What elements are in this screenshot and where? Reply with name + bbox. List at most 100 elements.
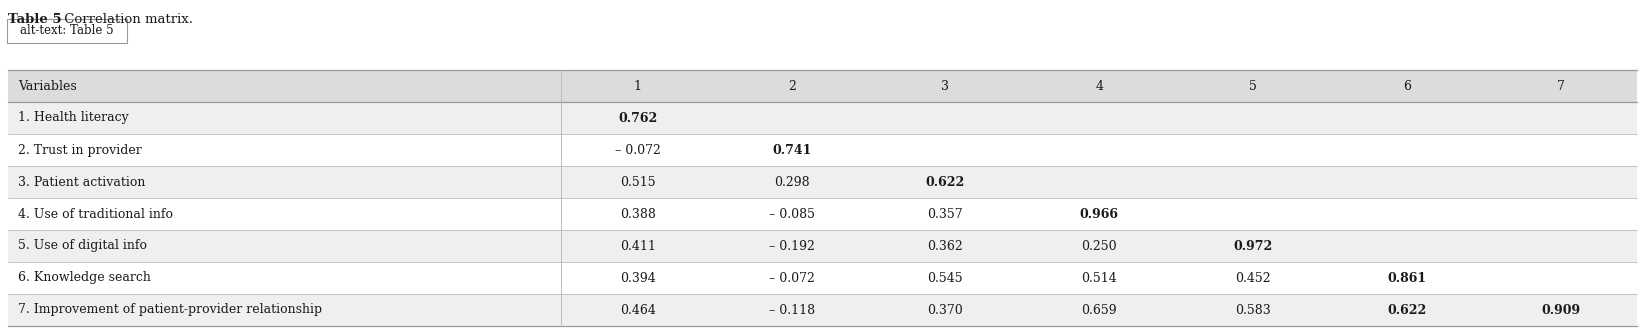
Bar <box>1483 230 1637 262</box>
Bar <box>562 198 715 230</box>
Bar <box>869 230 1023 262</box>
Text: Table 5: Table 5 <box>8 13 61 26</box>
Bar <box>1483 294 1637 326</box>
Text: 0.909: 0.909 <box>1541 304 1579 316</box>
Text: Correlation matrix.: Correlation matrix. <box>59 13 193 26</box>
Bar <box>715 166 869 198</box>
Bar <box>8 70 562 102</box>
Text: 0.452: 0.452 <box>1236 272 1270 284</box>
Bar <box>1483 102 1637 134</box>
Bar <box>8 198 562 230</box>
Bar <box>715 102 869 134</box>
Text: 0.659: 0.659 <box>1082 304 1117 316</box>
Text: 0.394: 0.394 <box>620 272 656 284</box>
Bar <box>562 166 715 198</box>
Bar <box>715 230 869 262</box>
Bar <box>562 294 715 326</box>
Text: 0.464: 0.464 <box>620 304 656 316</box>
Text: 0.545: 0.545 <box>928 272 963 284</box>
Bar <box>1023 262 1176 294</box>
Text: 4. Use of traditional info: 4. Use of traditional info <box>18 208 173 220</box>
Bar <box>869 262 1023 294</box>
Text: 3: 3 <box>942 80 950 92</box>
Text: 0.583: 0.583 <box>1236 304 1270 316</box>
Bar <box>1023 166 1176 198</box>
Bar <box>1176 102 1330 134</box>
Bar <box>8 262 562 294</box>
Text: 2. Trust in provider: 2. Trust in provider <box>18 144 142 156</box>
Text: 5. Use of digital info: 5. Use of digital info <box>18 240 147 252</box>
Bar <box>1023 230 1176 262</box>
Text: 3. Patient activation: 3. Patient activation <box>18 176 145 188</box>
Text: 0.250: 0.250 <box>1082 240 1117 252</box>
Text: alt-text: Table 5: alt-text: Table 5 <box>20 24 114 38</box>
Text: 4: 4 <box>1095 80 1104 92</box>
Bar <box>715 198 869 230</box>
Text: 1. Health literacy: 1. Health literacy <box>18 112 129 124</box>
Text: 7. Improvement of patient-provider relationship: 7. Improvement of patient-provider relat… <box>18 304 322 316</box>
Bar <box>1176 294 1330 326</box>
Text: Variables: Variables <box>18 80 76 92</box>
Bar <box>8 230 562 262</box>
Text: – 0.118: – 0.118 <box>768 304 814 316</box>
Bar <box>1483 262 1637 294</box>
Bar <box>1176 262 1330 294</box>
Bar <box>869 102 1023 134</box>
Text: 1: 1 <box>634 80 643 92</box>
Text: 0.514: 0.514 <box>1082 272 1117 284</box>
Bar <box>8 134 562 166</box>
Bar <box>869 166 1023 198</box>
Bar <box>1330 198 1483 230</box>
Bar <box>1330 102 1483 134</box>
Bar <box>1023 134 1176 166</box>
Bar <box>715 294 869 326</box>
FancyBboxPatch shape <box>7 19 127 43</box>
Text: 0.966: 0.966 <box>1080 208 1118 220</box>
Bar <box>1330 70 1483 102</box>
Bar <box>1483 70 1637 102</box>
Text: 0.298: 0.298 <box>773 176 809 188</box>
Text: 5: 5 <box>1249 80 1257 92</box>
Text: 7: 7 <box>1556 80 1564 92</box>
Text: 0.411: 0.411 <box>620 240 656 252</box>
Bar <box>1330 166 1483 198</box>
Text: 0.370: 0.370 <box>927 304 963 316</box>
Bar <box>715 262 869 294</box>
Text: – 0.085: – 0.085 <box>768 208 814 220</box>
Text: 6. Knowledge search: 6. Knowledge search <box>18 272 150 284</box>
Bar <box>8 166 562 198</box>
Bar <box>869 294 1023 326</box>
Bar <box>562 102 715 134</box>
Bar <box>1176 230 1330 262</box>
Bar <box>1330 230 1483 262</box>
Text: 6: 6 <box>1403 80 1411 92</box>
Text: – 0.072: – 0.072 <box>615 144 661 156</box>
Text: 0.362: 0.362 <box>927 240 963 252</box>
Bar <box>562 134 715 166</box>
Bar <box>715 70 869 102</box>
Bar <box>562 70 715 102</box>
Text: 0.515: 0.515 <box>620 176 656 188</box>
Text: 0.762: 0.762 <box>618 112 657 124</box>
Text: 0.741: 0.741 <box>771 144 811 156</box>
Bar <box>1023 294 1176 326</box>
Bar <box>1176 70 1330 102</box>
Bar <box>1483 166 1637 198</box>
Text: 0.357: 0.357 <box>928 208 963 220</box>
Bar <box>1483 134 1637 166</box>
Bar <box>869 198 1023 230</box>
Text: – 0.072: – 0.072 <box>768 272 814 284</box>
Bar <box>1023 70 1176 102</box>
Text: 0.622: 0.622 <box>925 176 965 188</box>
Bar <box>1023 198 1176 230</box>
Text: 0.972: 0.972 <box>1234 240 1272 252</box>
Bar <box>562 262 715 294</box>
Text: 2: 2 <box>788 80 796 92</box>
Bar <box>1483 198 1637 230</box>
Text: 0.622: 0.622 <box>1388 304 1426 316</box>
Bar <box>1176 166 1330 198</box>
Bar <box>1023 102 1176 134</box>
Bar <box>1330 134 1483 166</box>
Bar <box>1176 198 1330 230</box>
Bar <box>869 70 1023 102</box>
